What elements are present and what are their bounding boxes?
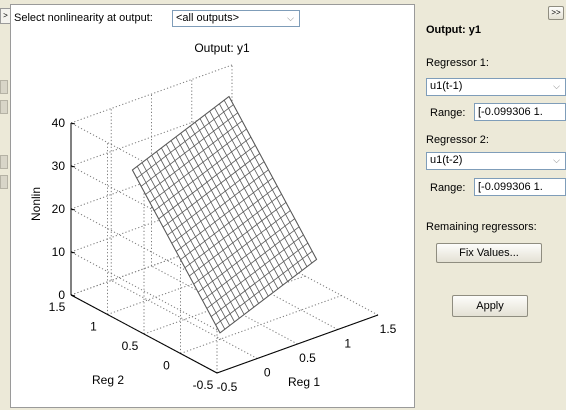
mesh-line	[185, 129, 274, 293]
x-tick-label: 0	[264, 366, 271, 380]
y-tick-label: 0.5	[122, 339, 139, 353]
mesh-line	[228, 96, 317, 260]
left-panel-strip	[0, 0, 10, 410]
left-strip-handle	[0, 80, 8, 94]
mesh-line	[171, 169, 269, 244]
x-tick-label: 0.5	[299, 351, 316, 365]
nonlinearity-output-label: Select nonlinearity at output:	[14, 12, 153, 24]
regressor2-label: Regressor 2:	[426, 134, 489, 146]
mesh-line	[223, 99, 313, 264]
regressor1-label: Regressor 1:	[426, 57, 489, 69]
mesh-line	[209, 111, 298, 275]
left-strip-handle	[0, 155, 8, 169]
mesh-line	[204, 114, 293, 278]
grid-line	[107, 256, 269, 315]
regressor2-range-label: Range:	[430, 182, 466, 194]
mesh-line	[194, 122, 284, 286]
mesh-line	[145, 120, 243, 195]
grid-line	[70, 251, 218, 331]
mesh-line	[190, 125, 279, 289]
mesh-line	[136, 104, 234, 179]
left-strip-handle	[0, 100, 8, 114]
regressor2-range-field[interactable]: [-0.099306 1.	[474, 178, 566, 196]
mesh-line	[218, 103, 308, 267]
plot-panel	[10, 4, 415, 408]
y-tick-label: 0	[163, 359, 170, 373]
chevron-down-icon[interactable]: ⌵	[553, 155, 560, 165]
y-tick-label: 1.5	[49, 300, 66, 314]
grid-line	[70, 107, 233, 167]
remaining-regressors-label: Remaining regressors:	[426, 221, 537, 233]
left-strip-handle	[0, 175, 8, 189]
axis-line	[70, 294, 218, 374]
grid-line	[70, 193, 233, 253]
z-tick	[70, 122, 76, 125]
z-tick-label: 20	[52, 202, 66, 216]
axis-ticks: 0 10 20 30 40 -0.5 0 0.5 1 1.5 -0.5 0 0.5 1 1.5	[49, 116, 397, 394]
regressor1-range-label: Range:	[430, 107, 466, 119]
grid-line	[231, 236, 379, 316]
apply-button[interactable]: Apply	[452, 295, 528, 317]
y-axis-label: Reg 2	[92, 373, 124, 387]
surface-mesh	[131, 95, 318, 334]
mesh-line	[158, 145, 256, 220]
mesh-line	[132, 96, 230, 171]
z-tick	[70, 294, 76, 297]
mesh-line	[149, 128, 247, 203]
expand-right-button[interactable]: >>	[548, 6, 564, 20]
mesh-line	[140, 112, 239, 187]
z-tick-label: 40	[52, 116, 66, 130]
mesh-line	[162, 153, 260, 228]
x-axis-label: Reg 1	[288, 375, 320, 389]
mesh-line	[175, 177, 274, 252]
mesh-line	[154, 136, 252, 212]
mesh-line	[199, 118, 288, 282]
regressor1-select[interactable]: u1(t-1) ⌵	[426, 78, 566, 96]
chevron-down-icon[interactable]: ⌵	[287, 13, 294, 23]
z-tick-label: 10	[52, 245, 66, 259]
z-tick-label: 30	[52, 159, 66, 173]
z-tick	[70, 165, 76, 168]
regressor2-select-value: u1(t-2)	[430, 154, 463, 166]
y-tick-label: 1	[90, 320, 97, 334]
chevron-down-icon[interactable]: ⌵	[553, 81, 560, 91]
plot-title: Output: y1	[194, 41, 250, 55]
mesh-line	[167, 161, 265, 236]
panel-title: Output: y1	[426, 24, 481, 36]
axis-line	[216, 314, 379, 374]
fix-values-button[interactable]: Fix Values...	[436, 243, 542, 263]
z-tick	[70, 251, 76, 254]
grid-line	[70, 64, 233, 124]
z-tick-label: 0	[58, 288, 65, 302]
right-panel	[420, 0, 566, 410]
x-tick-label: 1	[344, 337, 351, 351]
y-tick-label: -0.5	[193, 378, 214, 392]
x-tick-label: -0.5	[217, 380, 238, 394]
mesh-line	[214, 107, 303, 271]
regressor2-select[interactable]: u1(t-2) ⌵	[426, 152, 566, 170]
z-axis-label: Nonlin	[29, 187, 43, 221]
grid-line	[70, 236, 233, 296]
surface-plot[interactable]: Output: y1 0 10 20 30 40 -0.5 0 0.5 1 1.5 -0.5 0 0.5…	[0, 0, 420, 410]
x-tick-label: 1.5	[380, 322, 397, 336]
output-select[interactable]: <all outputs> ⌵	[172, 10, 300, 27]
output-select-value: <all outputs>	[176, 12, 239, 24]
regressor1-range-field[interactable]: [-0.099306 1.	[474, 103, 566, 121]
z-tick	[70, 208, 76, 211]
regressor1-select-value: u1(t-1)	[430, 80, 463, 92]
grid-line	[111, 280, 258, 359]
